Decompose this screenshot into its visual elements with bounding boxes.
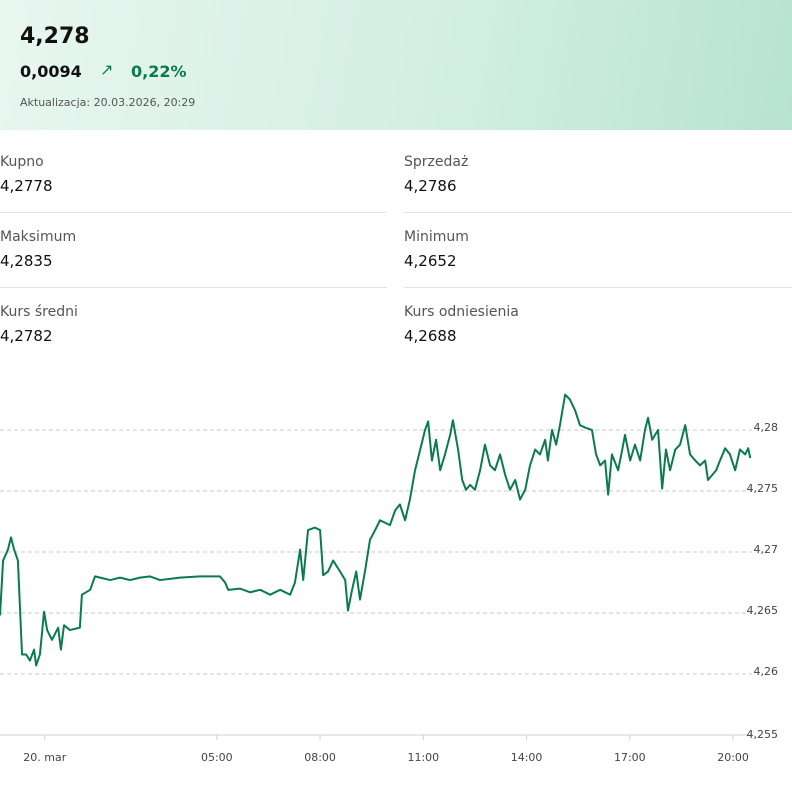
stat-label: Kupno — [0, 154, 44, 170]
change: 0,0094 — [20, 62, 82, 81]
stat-label: Kurs odniesienia — [404, 304, 519, 320]
x-tick-label: 20. mar — [23, 751, 66, 764]
change-percent: 0,22% — [131, 62, 187, 81]
price: 4,278 — [20, 24, 90, 49]
divider — [404, 287, 792, 288]
stat-label: Minimum — [404, 229, 469, 245]
stat-label: Sprzedaż — [404, 154, 469, 170]
stat: Kupno 4,2778 — [0, 146, 387, 221]
y-tick-label: 4,275 — [747, 482, 779, 495]
divider — [0, 287, 387, 288]
stat: Minimum 4,2652 — [404, 221, 791, 296]
chart: 4,255 4,26 4,265 4,27 4,275 4,28 20. mar 05:00 0… — [0, 393, 779, 764]
stat-value: 4,2786 — [404, 177, 457, 195]
arrow-icon: ↗ — [100, 60, 114, 79]
y-tick-label: 4,26 — [754, 665, 779, 678]
x-tick-label: 14:00 — [511, 751, 543, 764]
stat-label: Maksimum — [0, 229, 77, 245]
y-tick-label: 4,265 — [747, 604, 779, 617]
price-line — [0, 393, 752, 667]
stat-value: 4,2835 — [0, 252, 53, 270]
x-tick-label: 11:00 — [407, 751, 439, 764]
y-tick-label: 4,28 — [754, 421, 779, 434]
x-tick-label: 17:00 — [614, 751, 646, 764]
stat: Kurs średni 4,2782 — [0, 296, 387, 371]
x-tick-label: 05:00 — [201, 751, 233, 764]
stat: Kurs odniesienia 4,2688 — [404, 296, 791, 371]
stat: Sprzedaż 4,2786 — [404, 146, 791, 221]
stat-value: 4,2688 — [404, 327, 457, 345]
y-tick-label: 4,255 — [747, 728, 779, 741]
divider — [0, 212, 387, 213]
stat-value: 4,2782 — [0, 327, 53, 345]
divider — [404, 212, 792, 213]
stat-value: 4,2652 — [404, 252, 457, 270]
header: 4,278 0,0094 ↗ 0,22% Aktualizacja: 20.03… — [0, 0, 792, 130]
stat: Maksimum 4,2835 — [0, 221, 387, 296]
x-tick-label: 20:00 — [717, 751, 749, 764]
stat-label: Kurs średni — [0, 304, 78, 320]
stat-value: 4,2778 — [0, 177, 53, 195]
x-tick-label: 08:00 — [304, 751, 336, 764]
y-tick-label: 4,27 — [754, 543, 779, 556]
updated: Aktualizacja: 20.03.2026, 20:29 — [20, 96, 196, 109]
